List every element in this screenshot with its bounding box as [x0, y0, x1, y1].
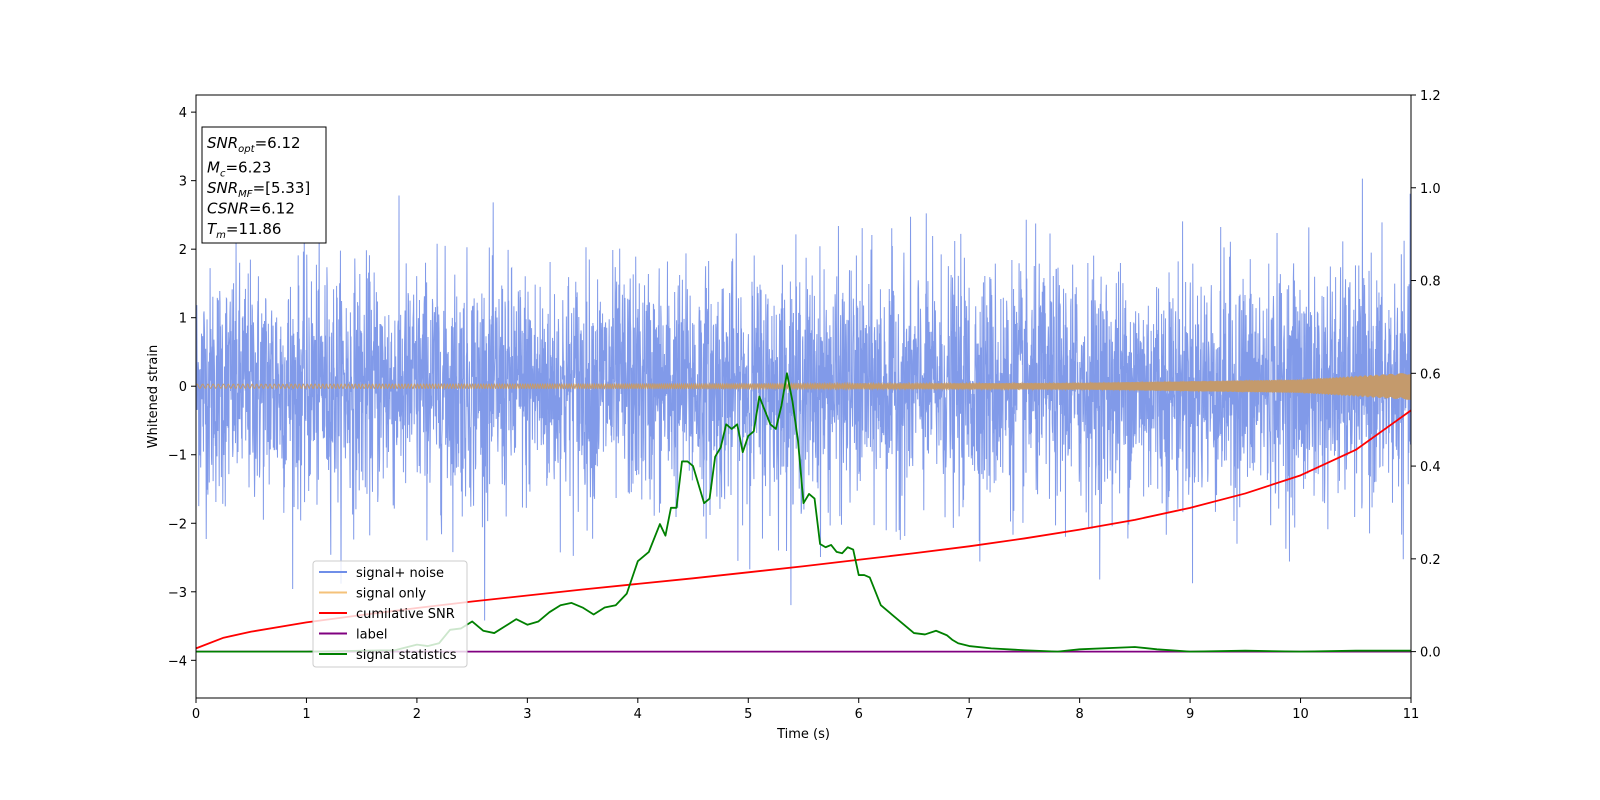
x-tick-label: 2 [413, 707, 421, 722]
series-signal-only-line [196, 373, 1411, 400]
y-tick-label: 0 [179, 380, 187, 395]
y-tick-label: 4 [179, 106, 187, 121]
annotation-line: Tm=11.86 [207, 220, 281, 241]
y-tick-label: 2 [179, 243, 187, 258]
legend-entry-label: signal only [356, 587, 426, 602]
legend-entry-label: signal statistics [356, 648, 457, 663]
y-tick-label: −4 [168, 654, 187, 669]
x-tick-label: 7 [965, 707, 973, 722]
legend: signal+ noise signal only cumilative SNR la… [312, 560, 468, 668]
x-tick-label: 6 [855, 707, 863, 722]
legend-entry-label: label [356, 628, 387, 643]
annotation-line: Mc=6.23 [207, 159, 271, 180]
series-signal-statistics-line [196, 372, 1411, 653]
legend-frame [312, 560, 468, 668]
y2-tick-label: 0.2 [1420, 553, 1441, 568]
y-axis-right: 1.2 1.0 0.8 0.6 0.4 0.2 0.0 [1411, 89, 1441, 661]
annotation-box-frame [201, 126, 327, 244]
x-tick-label: 10 [1292, 707, 1309, 722]
x-axis-label: Time (s) [776, 727, 830, 742]
legend-entry-label: signal+ noise [356, 566, 444, 581]
y-axis-label: Whitened strain [146, 345, 161, 448]
y2-tick-label: 0.0 [1420, 646, 1441, 661]
x-axis: 0 1 2 3 4 5 6 7 8 9 10 11 [192, 698, 1419, 722]
legend-entry-label: cumilative SNR [356, 607, 455, 622]
y-tick-label: −1 [168, 449, 187, 464]
y-tick-label: 3 [179, 175, 187, 190]
annotation-line: CSNR=6.12 [207, 200, 295, 218]
x-tick-label: 4 [634, 707, 642, 722]
y-tick-label: −3 [168, 586, 187, 601]
x-tick-label: 3 [523, 707, 531, 722]
plot-frame [195, 94, 1412, 699]
y2-tick-label: 0.8 [1420, 275, 1441, 290]
x-tick-label: 9 [1186, 707, 1194, 722]
series-signal-noise-line [196, 178, 1411, 621]
y2-tick-label: 0.4 [1420, 460, 1441, 475]
annotation-line: SNRopt=6.12 [207, 134, 301, 155]
y2-tick-label: 1.2 [1420, 89, 1441, 104]
x-tick-label: 11 [1403, 707, 1420, 722]
x-tick-label: 0 [192, 707, 200, 722]
y-tick-label: 1 [179, 312, 187, 327]
y2-tick-label: 0.6 [1420, 367, 1441, 382]
x-tick-label: 5 [744, 707, 752, 722]
x-tick-label: 1 [302, 707, 310, 722]
annotation-line: SNRMF=[5.33] [207, 179, 310, 200]
y-axis-left: 4 3 2 1 0 −1 −2 −3 −4 [168, 106, 196, 669]
x-tick-label: 8 [1075, 707, 1083, 722]
y2-tick-label: 1.0 [1420, 182, 1441, 197]
y-tick-label: −2 [168, 517, 187, 532]
